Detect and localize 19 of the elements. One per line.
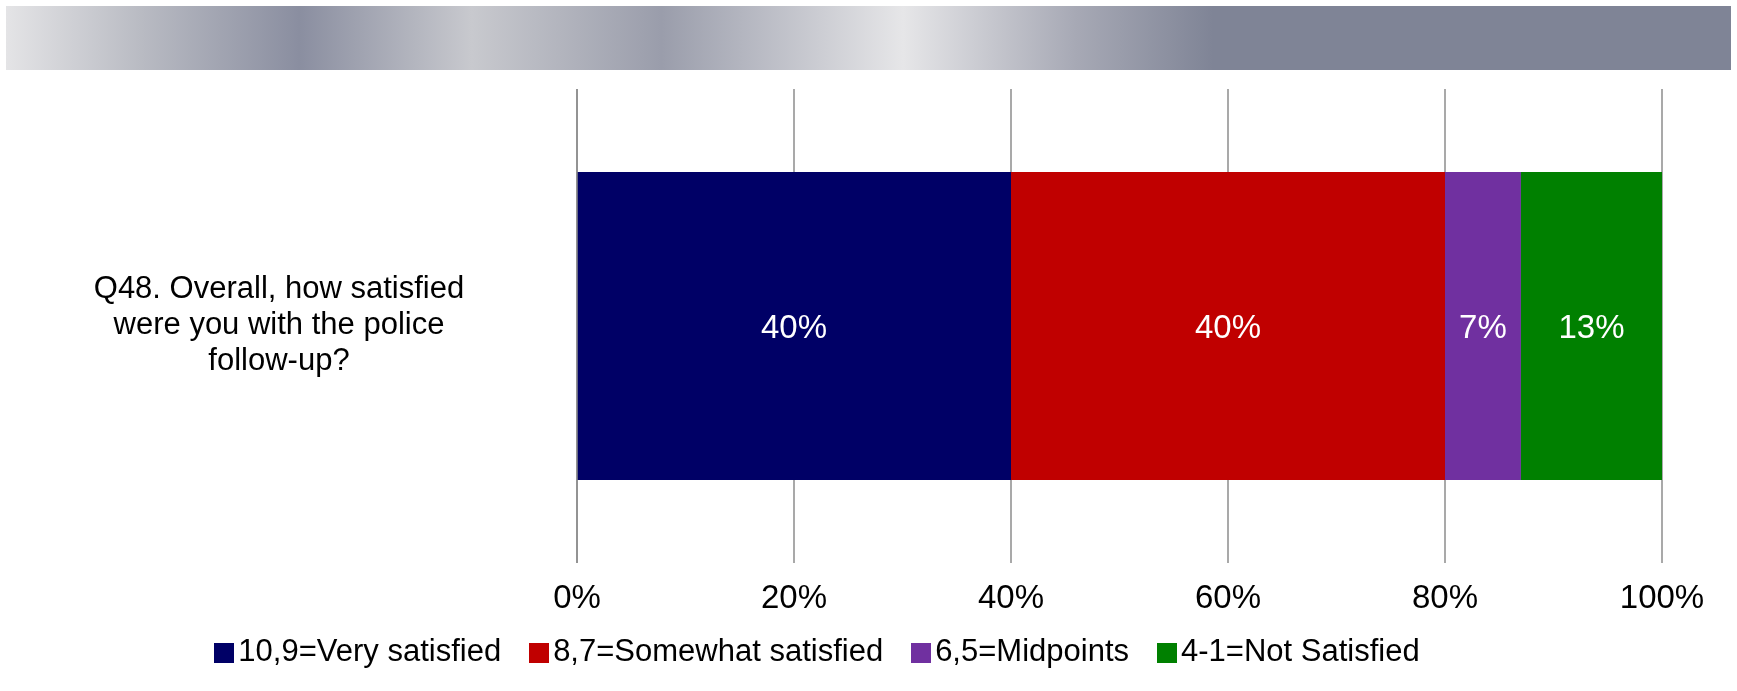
data-label: 13% [1558,307,1625,345]
data-label: 7% [1459,307,1507,345]
legend-label: 4-1=Not Satisfied [1181,633,1420,668]
bar [1520,172,1662,480]
x-tick-label: 80% [1411,578,1479,616]
bar [1011,172,1445,480]
data-label: 40% [1194,307,1262,345]
legend-label: 10,9=Very satisfied [238,633,502,668]
legend-label: 8,7=Somewhat satisfied [553,633,884,668]
bar [1445,172,1521,480]
x-tick-label: 100% [1619,578,1705,616]
y-tick-label: Q48. Overall, how satisfied were you with the police follow-up? [93,270,465,378]
x-tick-label: 0% [553,578,601,616]
legend-label: 6,5=Midpoints [935,633,1129,668]
x-tick-label: 20% [760,578,828,616]
bar [577,172,1011,480]
x-tick-label: 60% [1194,578,1262,616]
data-label: 40% [760,307,828,345]
x-tick-label: 40% [977,578,1045,616]
